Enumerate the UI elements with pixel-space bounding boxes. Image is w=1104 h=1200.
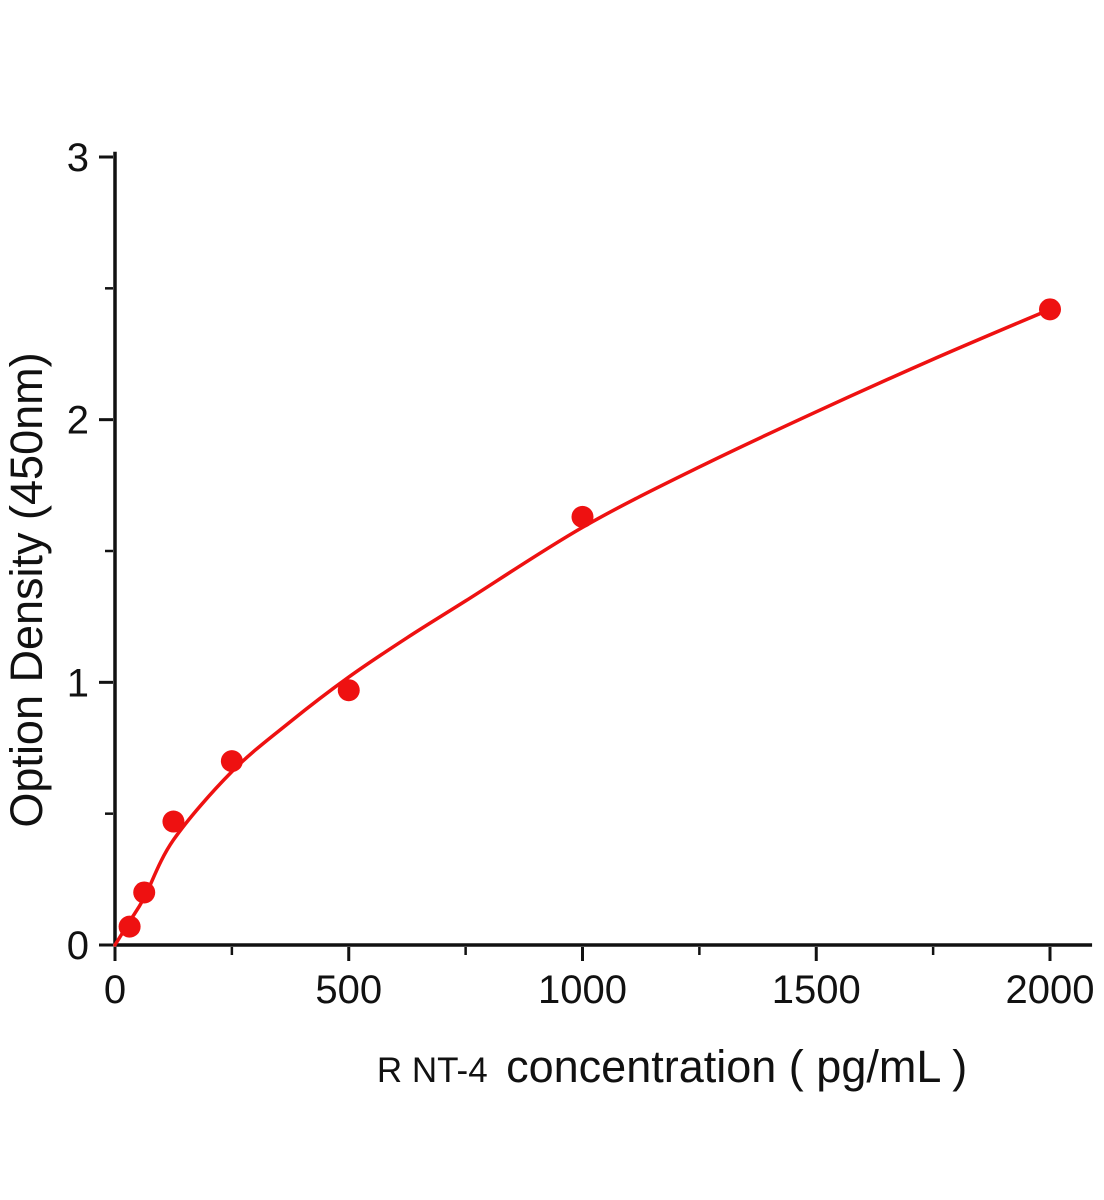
y-tick-label: 3 — [67, 136, 89, 180]
x-tick-label: 1500 — [772, 968, 861, 1012]
x-axis-title-main: concentration ( pg/mL ) — [506, 1041, 967, 1092]
y-tick-label: 1 — [67, 661, 89, 705]
x-tick-label: 500 — [315, 968, 382, 1012]
x-tick-label: 0 — [104, 968, 126, 1012]
data-point — [118, 915, 141, 938]
y-tick-label: 0 — [67, 924, 89, 968]
data-point — [133, 881, 156, 904]
x-tick-label: 1000 — [538, 968, 627, 1012]
y-tick-label: 2 — [67, 399, 89, 443]
axis-lines — [113, 151, 1093, 947]
data-point — [337, 679, 360, 702]
x-tick-labels: 0 500 1000 1500 2000 — [104, 968, 1095, 1012]
data-points — [118, 298, 1061, 938]
axis-minor-ticks — [105, 287, 935, 955]
data-point — [571, 505, 594, 528]
y-axis-title: Option Density (450nm) — [1, 352, 52, 827]
data-point — [1039, 298, 1061, 321]
axis-ticks — [99, 155, 1052, 961]
x-tick-label: 2000 — [1006, 968, 1095, 1012]
fit-curve-line — [113, 307, 1052, 947]
x-axis-title: R NT-4 concentration ( pg/mL ) — [377, 1041, 967, 1092]
data-point — [162, 810, 185, 833]
data-point — [220, 750, 243, 773]
plot-area: 0 500 1000 1500 2000 0 1 2 3 — [67, 136, 1095, 1012]
x-axis-title-prefix: R NT-4 — [377, 1051, 488, 1090]
y-tick-labels: 0 1 2 3 — [67, 136, 89, 968]
